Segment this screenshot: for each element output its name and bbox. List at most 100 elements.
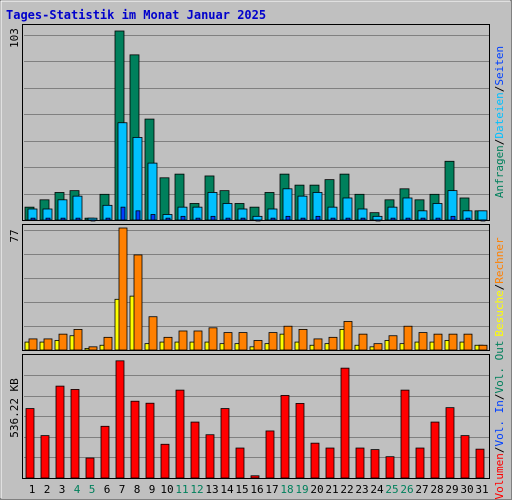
bar-dateien (132, 137, 143, 221)
bar-rechner (88, 346, 98, 351)
bar-volumen (145, 402, 155, 479)
bar-dateien (447, 190, 458, 221)
bar-rechner (118, 227, 128, 351)
bar-rechner (373, 343, 383, 351)
x-tick-label: 9 (149, 483, 156, 496)
legend-item: Anfragen (493, 145, 506, 198)
bar-rechner (268, 332, 278, 351)
x-tick-label: 2 (44, 483, 51, 496)
bar-seiten (210, 215, 216, 221)
bar-dateien (402, 197, 413, 221)
bar-dateien (222, 203, 233, 221)
bar-anfragen (159, 177, 170, 221)
bar-volumen (55, 385, 65, 479)
bar-rechner (193, 330, 203, 351)
bar-dateien (477, 210, 488, 221)
legend-separator: / (493, 86, 506, 93)
bar-rechner (448, 333, 458, 351)
bar-seiten (330, 217, 336, 221)
bar-rechner (433, 333, 443, 351)
x-tick-label: 15 (235, 483, 248, 496)
x-tick-label: 16 (250, 483, 263, 496)
bar-dateien (297, 195, 308, 221)
x-tick-label: 26 (400, 483, 413, 496)
bar-dateien (282, 188, 293, 221)
bar-volumen (445, 407, 455, 479)
legend-item: Volumen (493, 453, 506, 499)
bar-seiten (420, 217, 426, 221)
x-tick-label: 6 (104, 483, 111, 496)
bar-volumen (235, 447, 245, 479)
x-tick-label: 19 (295, 483, 308, 496)
bar-volumen (160, 443, 170, 479)
bar-rechner (253, 340, 263, 351)
bar-rechner (28, 338, 38, 351)
bar-rechner (223, 332, 233, 351)
y-max-label: 536.22 KB (8, 378, 21, 438)
x-tick-label: 31 (475, 483, 488, 496)
bar-seiten (165, 217, 171, 221)
legend-label: Anfragen/Dateien/Seiten (493, 46, 506, 198)
bar-rechner (298, 329, 308, 351)
x-tick-label: 18 (280, 483, 293, 496)
x-tick-label: 10 (160, 483, 173, 496)
chart-title: Tages-Statistik im Monat Januar 2025 (6, 8, 266, 22)
bar-rechner (403, 325, 413, 351)
x-tick-label: 14 (220, 483, 234, 496)
panel-middle-frame (22, 224, 490, 351)
bar-volumen (40, 435, 50, 479)
legend-label: Volumen/Vol. In/Vol. Out (493, 341, 506, 500)
bar-volumen (310, 442, 320, 479)
bar-volumen (85, 457, 95, 479)
bar-rechner (163, 336, 173, 351)
legend-item: Dateien (493, 92, 506, 138)
bar-rechner (418, 332, 428, 351)
bar-seiten (360, 217, 366, 221)
bar-volumen (190, 421, 200, 479)
bar-dateien (342, 197, 353, 221)
legend-item: Vol. Out (493, 341, 506, 394)
bar-dateien (252, 215, 263, 221)
bar-dateien (57, 199, 68, 221)
bar-seiten (315, 215, 321, 221)
bar-rechner (178, 330, 188, 351)
x-tick-label: 25 (385, 483, 398, 496)
bar-rechner (283, 325, 293, 351)
x-tick-label: 20 (310, 483, 323, 496)
x-tick-label: 3 (59, 483, 66, 496)
bar-volumen (385, 456, 395, 479)
bar-seiten (90, 219, 96, 222)
x-tick-label: 24 (370, 483, 384, 496)
bar-rechner (208, 327, 218, 351)
x-tick-label: 13 (205, 483, 218, 496)
x-tick-label: 23 (355, 483, 368, 496)
bar-rechner (73, 329, 83, 351)
bar-volumen (250, 475, 260, 479)
bar-rechner (238, 332, 248, 351)
bar-seiten (255, 219, 261, 222)
bar-rechner (103, 336, 113, 351)
panel-top-frame (22, 24, 490, 221)
bar-rechner (388, 335, 398, 351)
x-tick-label: 1 (29, 483, 36, 496)
bar-rechner (148, 316, 158, 351)
bar-volumen (370, 449, 380, 479)
bar-seiten (75, 217, 81, 221)
legend-separator: / (493, 394, 506, 401)
legend-item: Rechner (493, 237, 506, 284)
bar-seiten (390, 217, 396, 221)
bar-seiten (150, 214, 156, 221)
bar-rechner (463, 333, 473, 351)
x-tick-label: 21 (325, 483, 338, 496)
bar-seiten (30, 217, 36, 221)
bar-seiten (195, 217, 201, 221)
bar-volumen (115, 360, 125, 479)
bar-seiten (435, 217, 441, 221)
legend-separator: / (493, 284, 506, 291)
bar-volumen (325, 447, 335, 479)
bar-rechner (58, 333, 68, 351)
bar-volumen (415, 447, 425, 479)
bar-volumen (355, 447, 365, 479)
bar-seiten (345, 217, 351, 221)
